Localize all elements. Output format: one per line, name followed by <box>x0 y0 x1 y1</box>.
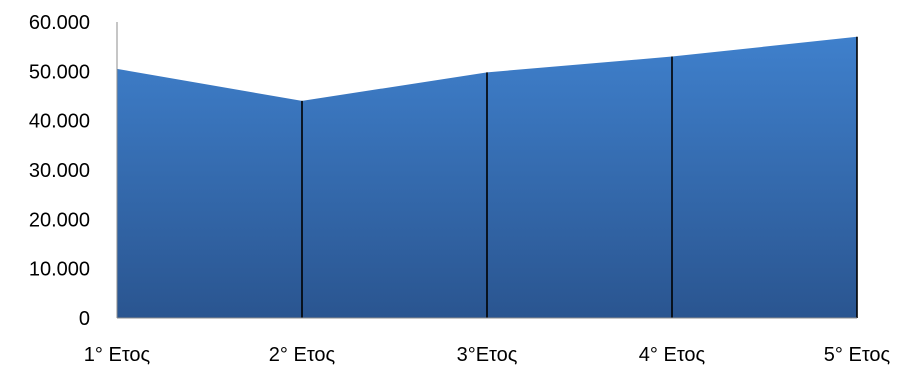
x-tick-label: 5° Ετος <box>824 344 891 366</box>
x-tick-label: 2° Ετος <box>269 344 336 366</box>
y-tick-label: 0 <box>79 308 90 330</box>
y-tick-label: 40.000 <box>29 111 90 133</box>
y-tick-label: 10.000 <box>29 259 90 281</box>
plot-area: 0 10.000 20.000 30.000 40.000 50.000 60.000 1° … <box>29 12 891 366</box>
x-tick-label: 1° Ετος <box>84 344 151 366</box>
y-tick-label: 60.000 <box>29 12 90 34</box>
x-tick-label: 4° Ετος <box>639 344 706 366</box>
y-tick-label: 20.000 <box>29 209 90 231</box>
y-tick-label: 30.000 <box>29 160 90 182</box>
y-tick-label: 50.000 <box>29 61 90 83</box>
x-tick-label: 3°Ετος <box>457 344 518 366</box>
